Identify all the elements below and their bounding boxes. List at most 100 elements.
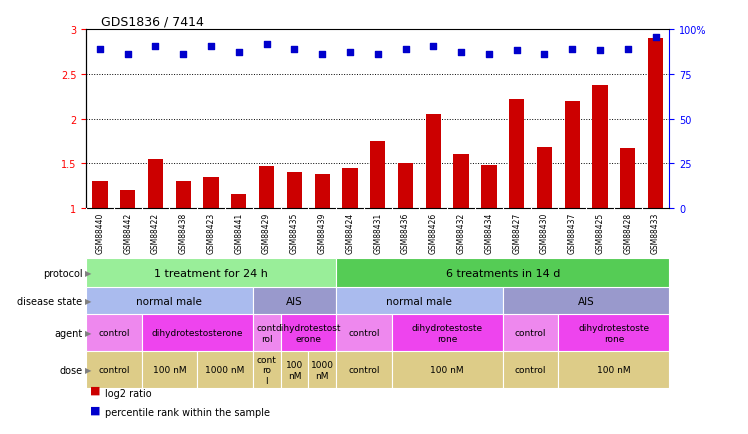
Bar bbox=[253, 315, 280, 352]
Bar bbox=[92, 181, 108, 208]
Text: GSM88426: GSM88426 bbox=[429, 213, 438, 254]
Bar bbox=[620, 149, 636, 208]
Text: dihydrotestoste
rone: dihydrotestoste rone bbox=[578, 323, 649, 343]
Text: 100 nM: 100 nM bbox=[597, 365, 631, 375]
Bar bbox=[392, 315, 503, 352]
Bar bbox=[481, 166, 497, 208]
Text: GSM88433: GSM88433 bbox=[651, 213, 660, 254]
Text: GSM88439: GSM88439 bbox=[318, 213, 327, 254]
Point bbox=[344, 49, 356, 56]
Text: protocol: protocol bbox=[43, 268, 82, 278]
Bar bbox=[336, 352, 392, 388]
Point bbox=[372, 51, 384, 58]
Text: GSM88431: GSM88431 bbox=[373, 213, 382, 254]
Bar bbox=[343, 168, 358, 208]
Text: GSM88422: GSM88422 bbox=[151, 213, 160, 254]
Bar bbox=[176, 181, 191, 208]
Bar bbox=[503, 315, 558, 352]
Text: GSM88436: GSM88436 bbox=[401, 213, 410, 254]
Text: control: control bbox=[515, 329, 546, 338]
Text: 100 nM: 100 nM bbox=[153, 365, 186, 375]
Point bbox=[233, 49, 245, 56]
Bar bbox=[398, 164, 413, 208]
Point bbox=[649, 34, 661, 41]
Bar bbox=[565, 102, 580, 208]
Bar bbox=[426, 115, 441, 208]
Text: GSM88437: GSM88437 bbox=[568, 213, 577, 254]
Text: ▶: ▶ bbox=[85, 297, 92, 306]
Text: normal male: normal male bbox=[387, 296, 453, 306]
Text: control: control bbox=[98, 329, 129, 338]
Bar bbox=[86, 352, 141, 388]
Bar bbox=[120, 191, 135, 208]
Point bbox=[122, 52, 134, 59]
Text: cont
ro
l: cont ro l bbox=[257, 355, 277, 385]
Bar bbox=[253, 288, 336, 315]
Text: dihydrotestost
erone: dihydrotestost erone bbox=[275, 323, 341, 343]
Bar bbox=[503, 288, 669, 315]
Point bbox=[177, 51, 189, 58]
Text: dose: dose bbox=[59, 365, 82, 375]
Bar bbox=[537, 148, 552, 208]
Text: GSM88427: GSM88427 bbox=[512, 213, 521, 254]
Text: dihydrotestosterone: dihydrotestosterone bbox=[151, 329, 243, 338]
Text: ▶: ▶ bbox=[85, 329, 92, 338]
Text: GSM88423: GSM88423 bbox=[206, 213, 215, 254]
Point bbox=[316, 52, 328, 59]
Bar bbox=[286, 173, 302, 208]
Text: control: control bbox=[515, 365, 546, 375]
Point bbox=[622, 46, 634, 53]
Text: 100
nM: 100 nM bbox=[286, 360, 303, 380]
Bar bbox=[141, 352, 197, 388]
Text: 1000
nM: 1000 nM bbox=[310, 360, 334, 380]
Point bbox=[260, 41, 272, 48]
Text: GSM88435: GSM88435 bbox=[290, 213, 299, 254]
Text: GSM88441: GSM88441 bbox=[234, 213, 243, 254]
Text: GSM88434: GSM88434 bbox=[485, 213, 494, 254]
Point bbox=[566, 46, 578, 53]
Text: ▶: ▶ bbox=[85, 269, 92, 277]
Point bbox=[483, 52, 495, 59]
Bar bbox=[558, 352, 669, 388]
Text: log2 ratio: log2 ratio bbox=[105, 388, 151, 398]
Bar bbox=[336, 258, 669, 288]
Point bbox=[427, 43, 439, 50]
Bar bbox=[336, 288, 503, 315]
Text: control: control bbox=[348, 329, 379, 338]
Point bbox=[94, 46, 106, 53]
Text: ■: ■ bbox=[90, 404, 100, 414]
Bar bbox=[336, 315, 392, 352]
Point bbox=[150, 43, 162, 50]
Bar bbox=[231, 195, 247, 208]
Bar bbox=[558, 315, 669, 352]
Text: 1000 nM: 1000 nM bbox=[205, 365, 245, 375]
Bar bbox=[370, 141, 385, 208]
Text: normal male: normal male bbox=[136, 296, 202, 306]
Text: cont
rol: cont rol bbox=[257, 323, 277, 343]
Text: GSM88432: GSM88432 bbox=[456, 213, 465, 254]
Point bbox=[594, 47, 606, 54]
Bar bbox=[86, 288, 253, 315]
Text: control: control bbox=[348, 365, 379, 375]
Text: GSM88430: GSM88430 bbox=[540, 213, 549, 254]
Bar bbox=[86, 315, 141, 352]
Bar bbox=[259, 167, 275, 208]
Text: 100 nM: 100 nM bbox=[430, 365, 464, 375]
Text: 6 treatments in 14 d: 6 treatments in 14 d bbox=[446, 268, 560, 278]
Bar bbox=[197, 352, 253, 388]
Point bbox=[455, 49, 467, 56]
Text: ▶: ▶ bbox=[85, 365, 92, 375]
Text: GSM88425: GSM88425 bbox=[595, 213, 604, 254]
Text: GSM88442: GSM88442 bbox=[123, 213, 132, 254]
Bar bbox=[392, 352, 503, 388]
Text: disease state: disease state bbox=[17, 296, 82, 306]
Bar bbox=[648, 39, 663, 208]
Bar bbox=[308, 352, 336, 388]
Text: agent: agent bbox=[54, 328, 82, 338]
Text: GSM88429: GSM88429 bbox=[262, 213, 271, 254]
Bar bbox=[509, 100, 524, 208]
Text: control: control bbox=[98, 365, 129, 375]
Bar bbox=[253, 352, 280, 388]
Bar bbox=[314, 174, 330, 208]
Text: percentile rank within the sample: percentile rank within the sample bbox=[105, 408, 270, 417]
